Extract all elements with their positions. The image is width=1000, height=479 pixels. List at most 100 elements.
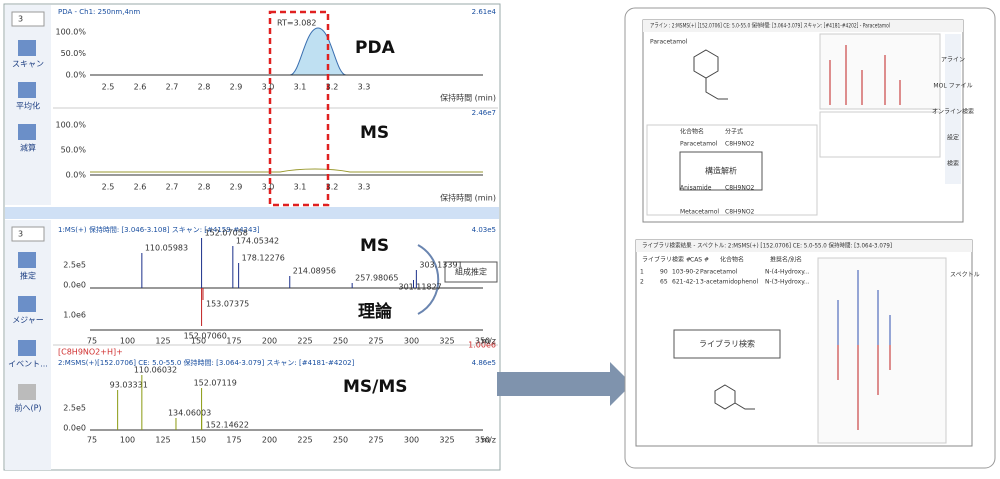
cell: N-(3-Hydroxy... [765,279,810,286]
toolbar-button[interactable]: アライン [941,57,965,64]
x-tick-label: 300 [404,337,419,346]
y-tick-label: 1.0e6 [63,311,86,320]
msms-label: MS/MS [343,377,408,397]
peak-label: 93.03331 [110,381,148,390]
tool-icon[interactable] [18,82,36,98]
spectrum-button[interactable]: スペクトル [950,272,980,279]
cell: 65 [660,279,668,286]
x-tick-label: 175 [226,337,241,346]
y-tick-label: 100.0% [55,28,86,37]
y-tick-label: 0.0e0 [63,281,86,290]
dropdown[interactable] [11,226,45,242]
x-tick-label: 75 [87,436,97,445]
library-peaks-down [837,345,891,430]
tool-label: メジャー [12,316,44,325]
y-tick-label: 50.0% [61,49,87,58]
tool-label: 推定 [20,271,36,281]
dropdown[interactable] [11,11,45,27]
x-tick-label: 200 [262,337,277,346]
msms-scale: 4.86e5 [472,359,496,367]
tool-icon[interactable] [18,384,36,400]
callout-arrow [417,244,440,315]
dropdown-value: 3 [18,15,23,24]
tool-icon[interactable] [18,340,36,356]
x-tick-label: 2.8 [198,83,211,92]
peak-label: 257.98065 [355,274,398,283]
column-header: ライブラリ検索 # [642,256,691,264]
tool-label: 減算 [20,143,36,153]
x-axis-label: 保持時間 (min) [440,193,496,203]
x-tick-label: 2.6 [134,83,147,92]
tool-label: イベント... [8,360,48,369]
x-axis-label: 保持時間 (min) [440,93,496,103]
x-tick-label: 3.3 [358,83,371,92]
msms-header: 2:MSMS(+)[152.0706] CE: 5.0-55.0 保持時間: [… [58,358,355,367]
toolbar-button[interactable]: 設定 [947,134,959,142]
peak-label: 134.06003 [168,409,211,418]
top-toolbar [5,5,51,205]
x-tick-label: 125 [155,337,170,346]
x-tick-label: 275 [368,337,383,346]
x-tick-label: 150 [191,337,206,346]
cell: 2 [640,279,644,286]
cell: Paracetamol [680,141,718,148]
cell: C8H9NO2 [725,141,755,148]
toolbar-button[interactable]: オンライン検索 [932,108,974,116]
x-tick-label: 350 [475,337,490,346]
y-tick-label: 2.5e5 [63,404,86,413]
column-header: 分子式 [725,128,743,136]
x-tick-label: 3.1 [294,183,307,192]
theory-scale: 1.00e6 [468,341,496,350]
peak-label: 303.13391 [419,261,462,270]
toolbar-button[interactable]: 検索 [947,160,959,168]
x-tick-label: 150 [191,436,206,445]
ms-label: MS [360,123,389,143]
callout-box [444,261,498,283]
spectrum-peaks [829,45,901,105]
tool-icon[interactable] [18,252,36,268]
cell: N-(4-Hydroxy... [765,269,810,276]
tool-icon[interactable] [18,124,36,140]
x-tick-label: 200 [262,436,277,445]
cell: 90 [660,269,668,276]
peak-label: 301.11827 [398,283,441,292]
cell: Paracetamol [700,269,738,276]
y-tick-label: 0.0% [66,71,87,80]
x-tick-label: 3.2 [326,183,339,192]
titlebar [636,240,972,252]
x-tick-label: 2.9 [230,83,243,92]
x-tick-label: 275 [368,436,383,445]
theory-label: 理論 [358,301,393,322]
y-tick-label: 100.0% [55,121,86,130]
tool-icon[interactable] [18,296,36,312]
tool-icon[interactable] [18,40,36,56]
label: ライブラリ検索 [699,339,755,349]
compound: Paracetamol [650,39,688,46]
y-tick-label: 0.0% [66,171,87,180]
toolbar-button[interactable]: MOL ファイル [933,83,972,90]
x-tick-label: 325 [439,436,454,445]
x-tick-label: 225 [297,337,312,346]
x-axis-label: m/z [481,436,496,445]
x-tick-label: 3.0 [262,83,275,92]
callout: 組成推定 [455,267,487,277]
button-bar [945,34,961,184]
peak-label: 178.12276 [242,254,285,263]
peak-label: 152.07058 [205,229,248,238]
x-tick-label: 125 [155,436,170,445]
x-tick-label: 250 [333,337,348,346]
library-peaks-up [837,270,891,345]
ms-header: 1:MS(+) 保持時間: [3.046-3.108] スキャン: [#4159… [58,225,260,234]
cell: C8H9NO2 [725,185,755,192]
x-tick-label: 3.3 [358,183,371,192]
cell: 1 [640,269,644,276]
peak-label: 152.14622 [206,421,249,430]
x-tick-label: 225 [297,436,312,445]
flow-arrow [497,362,632,406]
cell: Anisamide [680,185,712,192]
tool-label: 前へ(P) [14,403,41,413]
ms-trace [90,168,483,173]
cell: 621-42-1 [672,279,699,286]
peak-label: 214.08956 [293,267,336,276]
